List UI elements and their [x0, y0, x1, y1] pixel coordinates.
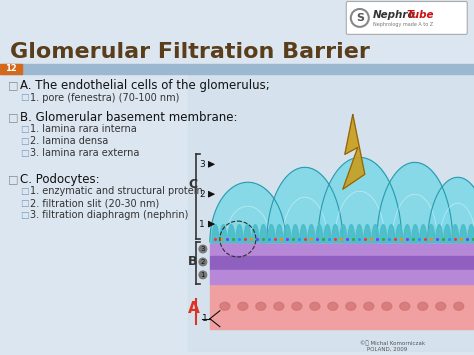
Text: A: A — [188, 301, 200, 316]
Text: □: □ — [8, 174, 18, 184]
Text: □: □ — [20, 93, 28, 102]
Text: Nephrology made A to Z: Nephrology made A to Z — [373, 22, 433, 27]
Bar — [188, 74, 474, 351]
Ellipse shape — [328, 302, 338, 310]
Text: □: □ — [8, 113, 18, 122]
Text: 1: 1 — [201, 272, 205, 278]
Ellipse shape — [454, 302, 464, 310]
Text: 1: 1 — [202, 314, 208, 323]
Text: 2. filtration slit (20-30 nm): 2. filtration slit (20-30 nm) — [30, 198, 159, 208]
Ellipse shape — [382, 302, 392, 310]
Text: Glomerular Filtration Barrier: Glomerular Filtration Barrier — [10, 42, 370, 62]
Ellipse shape — [436, 302, 446, 310]
Circle shape — [199, 271, 207, 279]
Text: □: □ — [20, 137, 28, 146]
Text: Tube: Tube — [407, 10, 434, 20]
Text: B: B — [188, 256, 197, 268]
Polygon shape — [343, 115, 365, 189]
Text: □: □ — [20, 149, 28, 158]
Text: 2: 2 — [201, 259, 205, 265]
Ellipse shape — [292, 302, 302, 310]
Ellipse shape — [274, 302, 284, 310]
Text: B. Glomerular basement membrane:: B. Glomerular basement membrane: — [20, 111, 237, 124]
Text: □: □ — [20, 187, 28, 196]
Text: C: C — [188, 178, 197, 191]
Ellipse shape — [346, 302, 356, 310]
Bar — [0, 64, 474, 74]
Text: □: □ — [8, 81, 18, 91]
Bar — [210, 284, 474, 329]
Text: 3: 3 — [201, 246, 205, 252]
Text: 1: 1 — [199, 220, 205, 229]
Text: □: □ — [20, 125, 28, 134]
FancyBboxPatch shape — [346, 1, 467, 34]
Text: □: □ — [20, 211, 28, 220]
Text: Nephro: Nephro — [373, 10, 415, 20]
Circle shape — [199, 258, 207, 266]
Ellipse shape — [418, 302, 428, 310]
Ellipse shape — [256, 302, 266, 310]
Ellipse shape — [238, 302, 248, 310]
Text: 3. lamina rara externa: 3. lamina rara externa — [30, 148, 139, 158]
Text: 1. enzymatic and structural protein: 1. enzymatic and structural protein — [30, 186, 203, 196]
Text: 3. filtration diaphragm (nephrin): 3. filtration diaphragm (nephrin) — [30, 210, 188, 220]
Text: □: □ — [20, 199, 28, 208]
Text: 2: 2 — [199, 190, 204, 199]
Text: S: S — [356, 13, 364, 23]
Circle shape — [199, 245, 207, 253]
Text: 12: 12 — [5, 64, 17, 73]
Bar — [210, 242, 474, 256]
Bar — [210, 270, 474, 284]
Text: C. Podocytes:: C. Podocytes: — [20, 173, 100, 186]
Ellipse shape — [400, 302, 410, 310]
Ellipse shape — [310, 302, 320, 310]
Text: A. The endothelial cells of the glomerulus;: A. The endothelial cells of the glomerul… — [20, 79, 270, 92]
Text: 1. pore (fenestra) (70-100 nm): 1. pore (fenestra) (70-100 nm) — [30, 93, 179, 103]
Text: 2. lamina densa: 2. lamina densa — [30, 136, 108, 146]
Text: 1. lamina rara interna: 1. lamina rara interna — [30, 125, 137, 135]
Bar — [0, 64, 22, 74]
Ellipse shape — [220, 302, 230, 310]
Ellipse shape — [364, 302, 374, 310]
Bar — [210, 256, 474, 270]
Text: 3: 3 — [199, 160, 205, 169]
Text: ©Ⓢ Michal Komorniczak
    POLAND, 2009: ©Ⓢ Michal Komorniczak POLAND, 2009 — [360, 340, 425, 352]
